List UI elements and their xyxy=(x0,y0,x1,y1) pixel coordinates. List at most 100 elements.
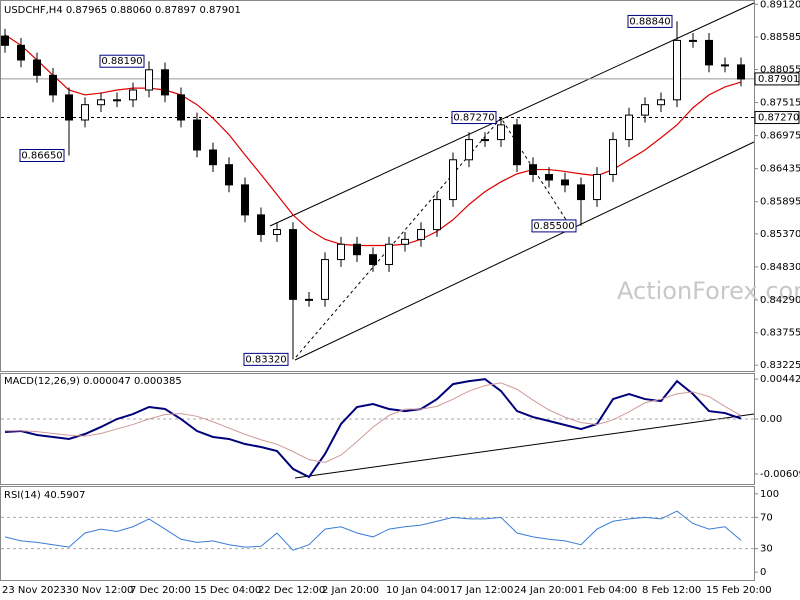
candle-body xyxy=(369,254,377,265)
series-line xyxy=(4,378,742,479)
candle-body xyxy=(657,99,665,106)
candle-body xyxy=(161,69,169,96)
chart-title: USDCHF,H4 0.87965 0.88060 0.87897 0.8790… xyxy=(4,5,241,16)
candle-body xyxy=(321,259,329,300)
candle-body xyxy=(401,238,409,245)
x-tick-label: 8 Feb 12:00 xyxy=(642,585,701,596)
candle-body xyxy=(257,214,265,235)
candle-body xyxy=(561,179,569,186)
candle-body xyxy=(641,104,649,116)
level-label: 0.87270 xyxy=(758,113,799,124)
annotation-label: 0.87270 xyxy=(453,113,494,124)
channel-upper xyxy=(269,2,755,227)
annotation-label: 0.88190 xyxy=(101,56,142,67)
candle-body xyxy=(609,139,617,175)
candle-body xyxy=(17,44,25,61)
candle-body xyxy=(689,39,697,42)
y-tick-label: 0.86435 xyxy=(760,164,800,175)
x-tick-label: 2 Jan 20:00 xyxy=(322,585,379,596)
watermark: ActionForex.com xyxy=(617,277,800,305)
candle-body xyxy=(705,39,713,66)
x-tick-label: 15 Feb 20:00 xyxy=(706,585,772,596)
candle-body xyxy=(721,64,729,67)
series-line xyxy=(4,510,742,551)
annotation-box xyxy=(627,14,673,28)
candle-body xyxy=(305,298,313,301)
candle-body xyxy=(81,104,89,121)
annotation-label: 0.88840 xyxy=(629,16,670,27)
rsi-panel xyxy=(0,486,755,581)
y-tick-label: 0.85370 xyxy=(760,229,800,240)
candle-body xyxy=(33,59,41,76)
y-tick-label: -0.006092 xyxy=(760,469,800,480)
candle-body xyxy=(177,94,185,121)
annotation-label: 0.86650 xyxy=(21,151,62,162)
candle-body xyxy=(49,74,57,96)
y-tick-label: 0.88585 xyxy=(760,32,800,43)
candle-body xyxy=(465,139,473,161)
candle-body xyxy=(65,94,73,121)
candle-body xyxy=(129,89,137,101)
rsi-title: RSI(14) 40.5907 xyxy=(4,490,85,501)
level-box xyxy=(754,72,800,86)
annotation-box xyxy=(531,219,577,233)
candle-body xyxy=(737,64,745,80)
x-tick-label: 10 Jan 04:00 xyxy=(386,585,449,596)
candle-body xyxy=(145,69,153,91)
annotation-box xyxy=(19,149,65,163)
y-tick-label: 70 xyxy=(760,512,773,523)
candle-body xyxy=(97,99,105,106)
x-tick-label: 23 Nov 2023 xyxy=(2,585,66,596)
y-tick-label: 0.004425 xyxy=(760,374,800,385)
y-tick-label: 0 xyxy=(760,567,766,578)
candle-body xyxy=(241,184,249,216)
y-tick-label: 0.00 xyxy=(760,414,782,425)
candle-body xyxy=(497,124,505,141)
annotation-box xyxy=(99,54,145,68)
channel-lower xyxy=(294,141,755,361)
series-line xyxy=(5,382,742,463)
y-tick-label: 0.83755 xyxy=(760,328,800,339)
x-tick-label: 1 Feb 04:00 xyxy=(578,585,637,596)
candle-body xyxy=(529,164,537,175)
annotation-label: 0.83320 xyxy=(245,354,286,365)
candle-body xyxy=(593,173,601,201)
y-tick-label: 0.88055 xyxy=(760,64,800,75)
candle-body xyxy=(417,229,425,240)
level-box xyxy=(754,111,800,125)
candle-body xyxy=(433,199,441,231)
y-tick-label: 0.86975 xyxy=(760,131,800,142)
y-tick-label: 0.89120 xyxy=(760,0,800,10)
candle-body xyxy=(481,139,489,142)
y-tick-label: 0.87515 xyxy=(760,98,800,109)
candle-body xyxy=(625,114,633,141)
candle-body xyxy=(353,243,361,256)
moving-average xyxy=(4,34,742,247)
x-tick-label: 24 Jan 20:00 xyxy=(514,585,577,596)
x-tick-label: 22 Dec 12:00 xyxy=(258,585,325,596)
candle-body xyxy=(513,124,521,166)
price-panel xyxy=(0,0,755,372)
candle-body xyxy=(577,184,585,201)
macd-panel xyxy=(0,373,755,485)
candle-body xyxy=(385,243,393,265)
candle-body xyxy=(1,35,9,46)
annotation-box xyxy=(451,111,497,125)
y-tick-label: 0.84290 xyxy=(760,295,800,306)
macd-trendline xyxy=(294,413,755,479)
x-tick-label: 17 Jan 12:00 xyxy=(450,585,513,596)
y-tick-label: 100 xyxy=(760,489,779,500)
y-tick-label: 0.83225 xyxy=(760,360,800,371)
x-tick-label: 7 Dec 20:00 xyxy=(130,585,191,596)
macd-title: MACD(12,26,9) 0.000047 0.000385 xyxy=(4,376,182,387)
candle-body xyxy=(193,119,201,151)
candle-body xyxy=(337,243,345,261)
level-label: 0.87901 xyxy=(758,74,799,85)
annotation-box xyxy=(243,352,289,366)
candle-body xyxy=(225,164,233,186)
candle-body xyxy=(209,149,217,166)
candle-body xyxy=(449,159,457,201)
x-tick-label: 15 Dec 04:00 xyxy=(194,585,261,596)
